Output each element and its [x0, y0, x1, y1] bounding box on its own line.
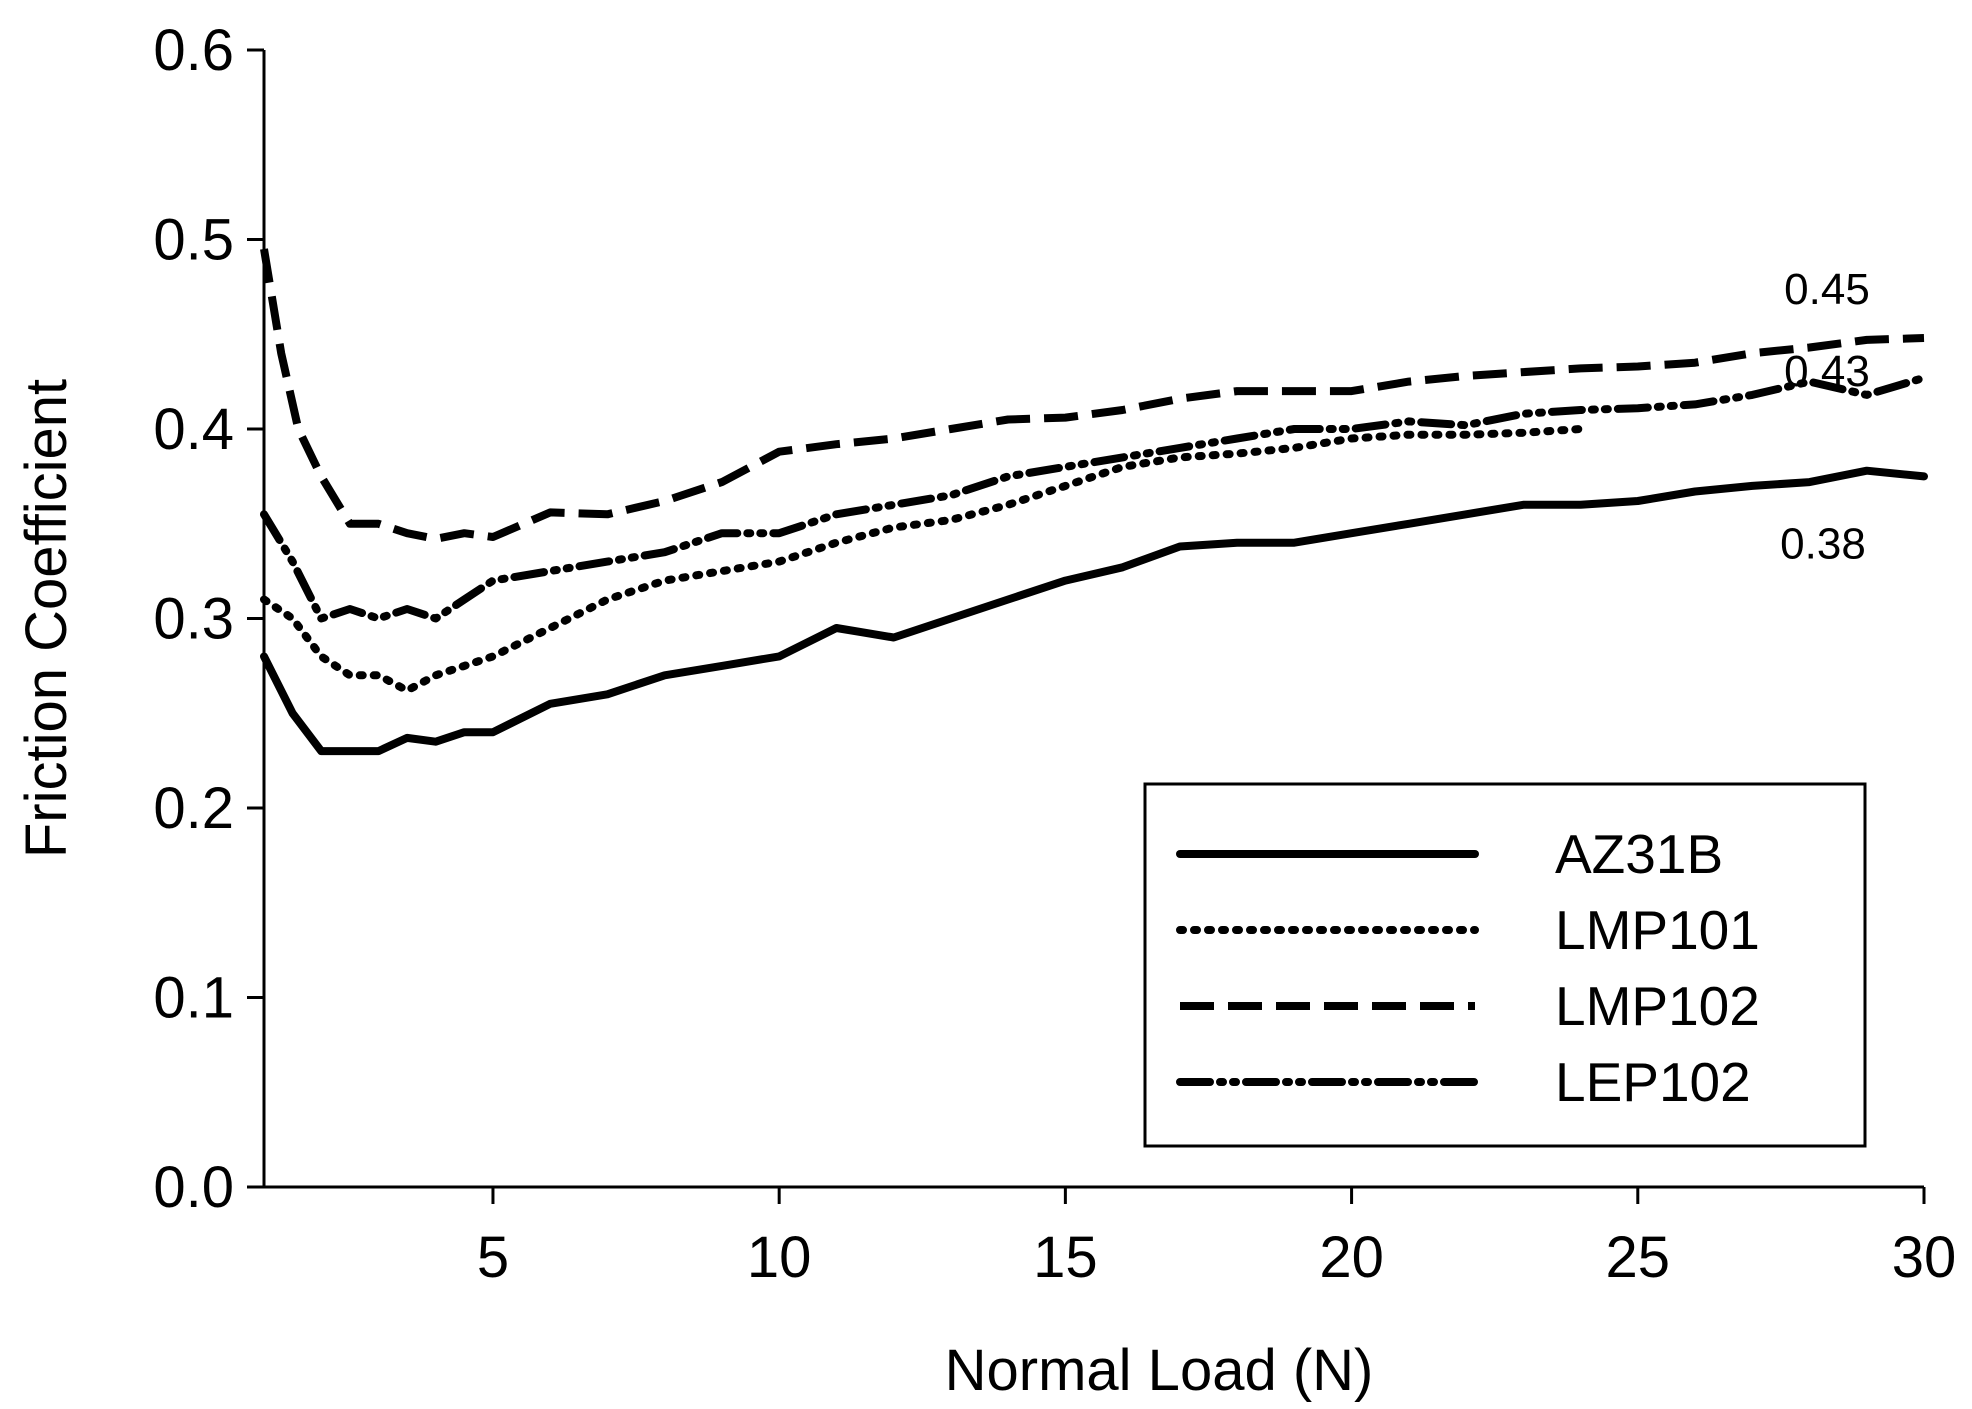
legend: AZ31B LMP101 LMP102 LEP102 — [1143, 782, 1867, 1148]
series-line-az31b — [260, 466, 1928, 756]
axes-layer: 0.0 0.1 0.2 0.3 0.4 0.5 0.6 5 10 15 20 25 30 Normal L… — [14, 18, 1956, 1403]
legend-label-az31b: AZ31B — [1555, 823, 1723, 885]
y-tick-label: 0.4 — [153, 397, 234, 462]
y-axis-title: Friction Coefficient — [14, 379, 79, 858]
end-value-label-az31b: 0.38 — [1780, 519, 1866, 568]
x-tick-label: 15 — [1033, 1225, 1098, 1290]
series-line-lmp102 — [260, 248, 1925, 543]
x-tick-label: 10 — [747, 1225, 812, 1290]
x-tick-label: 25 — [1606, 1225, 1671, 1290]
annotation-layer: 0.45 0.43 0.38 — [1780, 265, 1870, 568]
series-line-lep102 — [260, 373, 1928, 623]
legend-box — [1143, 782, 1867, 1148]
y-tick-label: 0.1 — [153, 966, 234, 1031]
legend-label-lmp101: LMP101 — [1555, 899, 1760, 961]
end-value-label-lmp102: 0.45 — [1784, 265, 1870, 314]
y-tick-label: 0.0 — [153, 1155, 234, 1220]
series-layer — [260, 248, 1928, 756]
y-tick-label: 0.5 — [153, 208, 234, 273]
x-axis-title: Normal Load (N) — [945, 1338, 1374, 1403]
series-line-lmp101 — [260, 425, 1585, 695]
x-tick-label: 30 — [1892, 1225, 1957, 1290]
y-tick-label: 0.2 — [153, 776, 234, 841]
legend-label-lep102: LEP102 — [1555, 1051, 1751, 1113]
legend-label-lmp102: LMP102 — [1555, 975, 1760, 1037]
end-value-label-lep102: 0.43 — [1784, 347, 1870, 396]
y-tick-label: 0.6 — [153, 18, 234, 83]
y-tick-label: 0.3 — [153, 587, 234, 652]
x-tick-label: 5 — [477, 1225, 509, 1290]
x-tick-label: 20 — [1319, 1225, 1384, 1290]
